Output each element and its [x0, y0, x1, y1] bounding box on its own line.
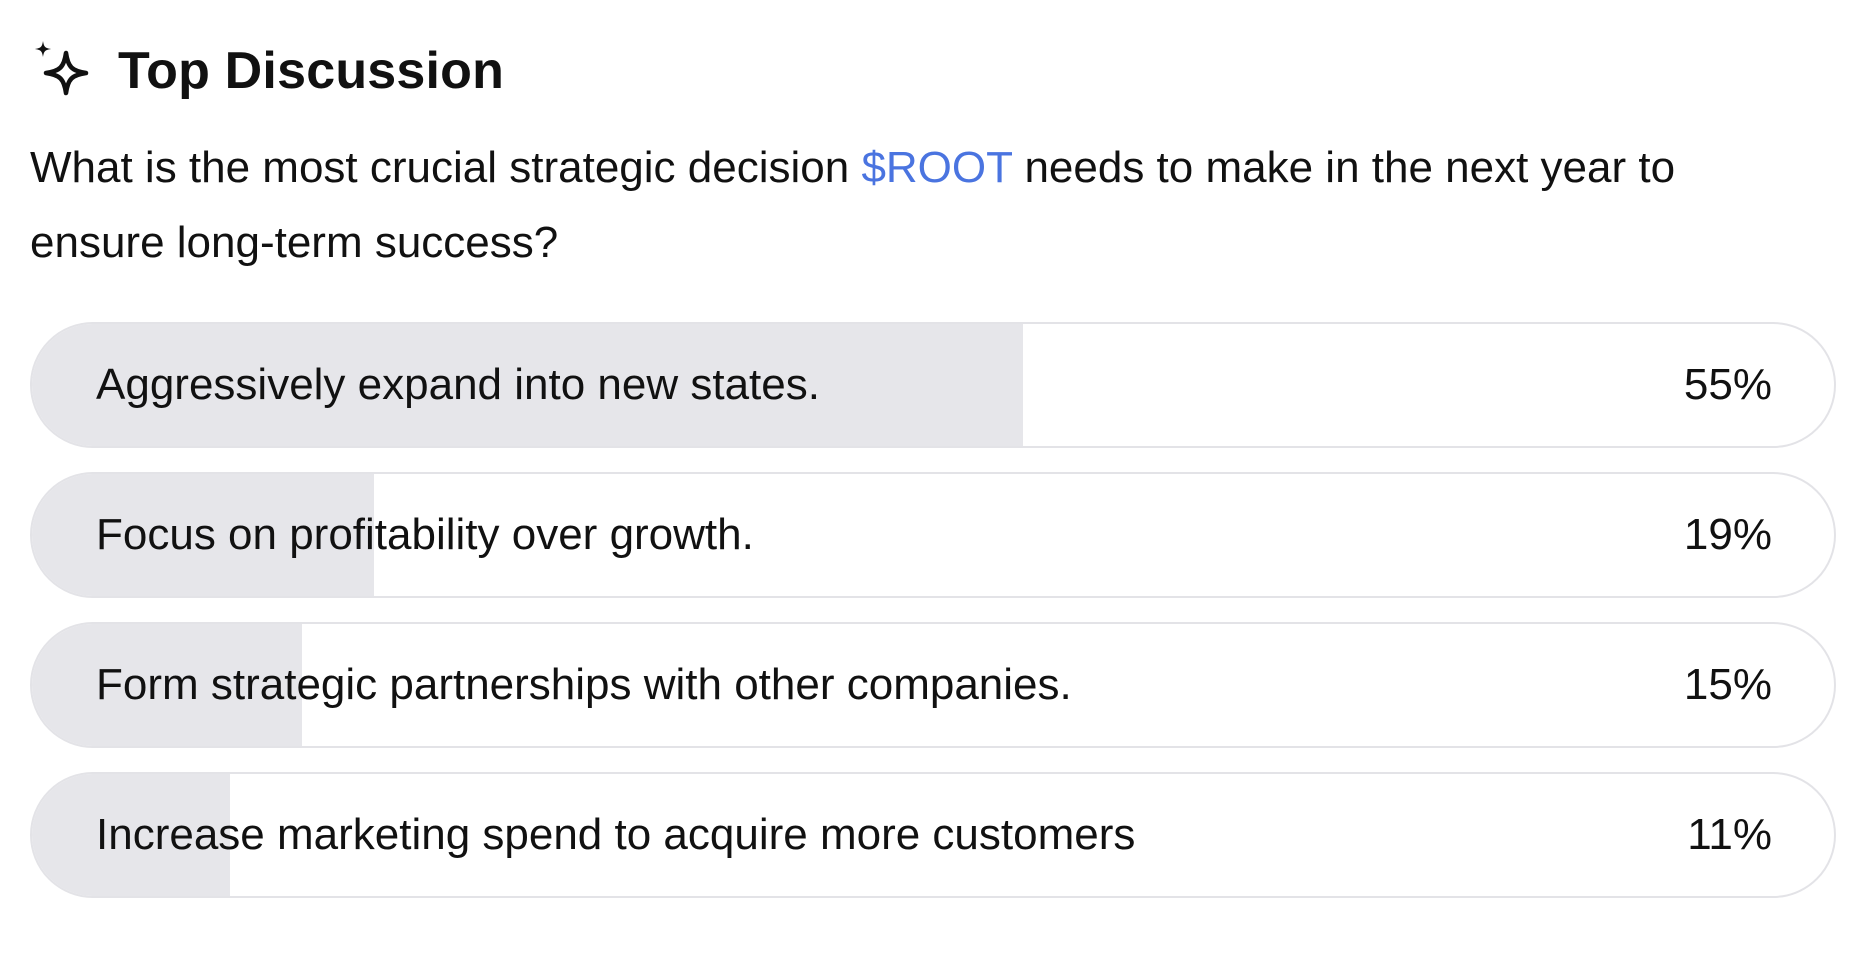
poll-option[interactable]: Increase marketing spend to acquire more…: [30, 772, 1836, 898]
card-title: Top Discussion: [118, 42, 505, 100]
poll-option[interactable]: Aggressively expand into new states. 55%: [30, 322, 1836, 448]
poll-option-label: Form strategic partnerships with other c…: [96, 660, 1072, 709]
poll-option-percent: 55%: [1683, 360, 1772, 409]
poll-option-percent: 11%: [1687, 810, 1772, 859]
discussion-question: What is the most crucial strategic decis…: [30, 130, 1820, 280]
poll-option[interactable]: Form strategic partnerships with other c…: [30, 622, 1836, 748]
top-discussion-card: Top Discussion What is the most crucial …: [0, 36, 1866, 964]
poll-option-fill: [32, 324, 1024, 446]
poll-option-fill: [32, 774, 231, 896]
poll-options: Aggressively expand into new states. 55%…: [30, 322, 1836, 898]
poll-option-label: Aggressively expand into new states.: [96, 360, 820, 409]
poll-option-fill: [32, 624, 303, 746]
question-prefix: What is the most crucial strategic decis…: [30, 143, 862, 192]
card-header: Top Discussion: [30, 36, 1836, 106]
poll-option[interactable]: Focus on profitability over growth. 19%: [30, 472, 1836, 598]
poll-option-fill: [32, 474, 375, 596]
poll-option-percent: 15%: [1683, 660, 1772, 709]
poll-option-label: Increase marketing spend to acquire more…: [96, 810, 1136, 859]
poll-option-label: Focus on profitability over growth.: [96, 510, 754, 559]
ticker-link[interactable]: $ROOT: [861, 143, 1013, 192]
question-suffix: needs to make in the next year to ensure…: [30, 143, 1676, 267]
poll-option-percent: 19%: [1683, 510, 1772, 559]
sparkle-icon: [30, 39, 94, 103]
